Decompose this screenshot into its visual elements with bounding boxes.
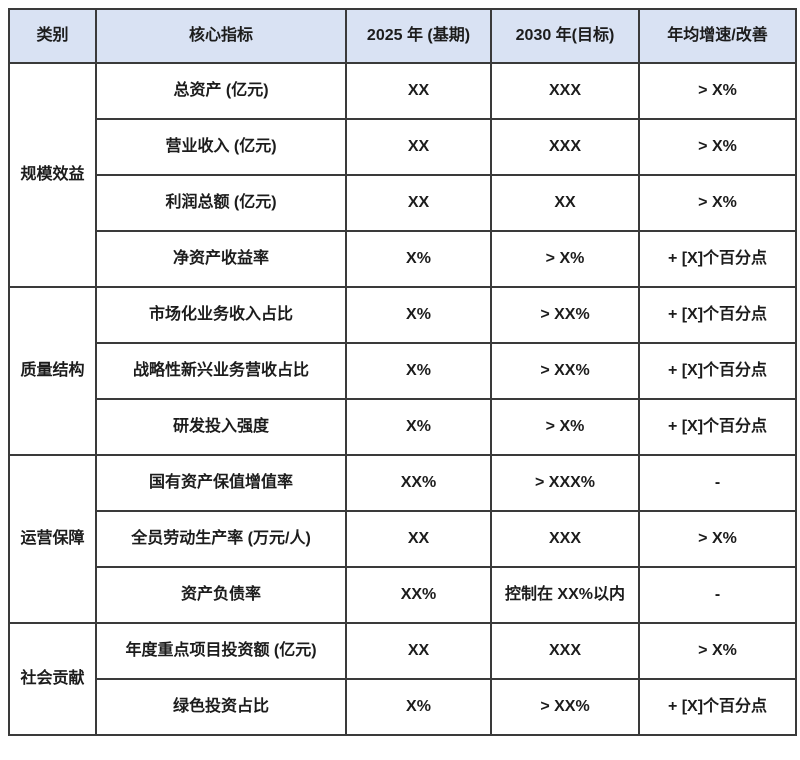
target-cell: > XXX% [490,454,640,512]
growth-cell: + [X]个百分点 [638,678,797,736]
target-cell: XX [490,174,640,232]
indicator-cell: 营业收入 (亿元) [95,118,347,176]
indicator-cell: 利润总额 (亿元) [95,174,347,232]
base-cell: XX [345,174,492,232]
base-cell: X% [345,230,492,288]
category-cell: 质量结构 [8,286,97,456]
table-row: 规模效益 总资产 (亿元) XX XXX > X% [8,62,797,288]
growth-cell: - [638,566,797,624]
category-cell: 社会贡献 [8,622,97,736]
indicator-cell: 年度重点项目投资额 (亿元) [95,622,347,680]
growth-cell: + [X]个百分点 [638,230,797,288]
base-cell: XX% [345,566,492,624]
target-cell: XXX [490,62,640,120]
category-cell: 规模效益 [8,62,97,288]
table-row: 资产负债率 XX% 控制在 XX%以内 - [9,566,797,624]
header-base-2025: 2025 年 (基期) [345,8,492,64]
base-cell: X% [345,286,492,344]
table-row: 绿色投资占比 X% > XX% + [X]个百分点 [9,678,797,736]
base-cell: XX [345,62,492,120]
target-cell: > X% [490,398,640,456]
indicator-cell: 研发投入强度 [95,398,347,456]
indicator-cell: 全员劳动生产率 (万元/人) [95,510,347,568]
header-growth: 年均增速/改善 [638,8,797,64]
base-cell: X% [345,678,492,736]
table-row: 全员劳动生产率 (万元/人) XX XXX > X% [9,510,797,568]
growth-cell: - [638,454,797,512]
indicator-cell: 总资产 (亿元) [95,62,347,120]
indicator-cell: 市场化业务收入占比 [95,286,347,344]
indicator-cell: 绿色投资占比 [95,678,347,736]
table-row: 利润总额 (亿元) XX XX > X% [9,174,797,232]
base-cell: X% [345,342,492,400]
base-cell: X% [345,398,492,456]
target-cell: XXX [490,510,640,568]
kpi-target-table: 类别 核心指标 2025 年 (基期) 2030 年(目标) 年均增速/改善 规… [8,8,797,736]
target-cell: 控制在 XX%以内 [490,566,640,624]
table-row: 净资产收益率 X% > X% + [X]个百分点 [9,230,797,288]
indicator-cell: 净资产收益率 [95,230,347,288]
table-header-row: 类别 核心指标 2025 年 (基期) 2030 年(目标) 年均增速/改善 [8,8,797,64]
growth-cell: + [X]个百分点 [638,342,797,400]
growth-cell: + [X]个百分点 [638,286,797,344]
target-cell: > X% [490,230,640,288]
table-row: 研发投入强度 X% > X% + [X]个百分点 [9,398,797,456]
growth-cell: > X% [638,118,797,176]
table-row: 战略性新兴业务营收占比 X% > XX% + [X]个百分点 [9,342,797,400]
target-cell: XXX [490,622,640,680]
table-row: 社会贡献 年度重点项目投资额 (亿元) XX XXX > X% [8,622,797,736]
growth-cell: + [X]个百分点 [638,398,797,456]
base-cell: XX [345,118,492,176]
target-cell: > XX% [490,286,640,344]
target-cell: > XX% [490,678,640,736]
indicator-cell: 战略性新兴业务营收占比 [95,342,347,400]
growth-cell: > X% [638,622,797,680]
target-cell: XXX [490,118,640,176]
table-row: 质量结构 市场化业务收入占比 X% > XX% + [X]个百分点 [8,286,797,456]
target-cell: > XX% [490,342,640,400]
growth-cell: > X% [638,62,797,120]
table-row: 营业收入 (亿元) XX XXX > X% [9,118,797,176]
header-indicator: 核心指标 [95,8,347,64]
category-cell: 运营保障 [8,454,97,624]
header-target-2030: 2030 年(目标) [490,8,640,64]
indicator-cell: 国有资产保值增值率 [95,454,347,512]
table-row: 运营保障 国有资产保值增值率 XX% > XXX% - [8,454,797,624]
growth-cell: > X% [638,174,797,232]
base-cell: XX [345,622,492,680]
header-category: 类别 [8,8,97,64]
table-body: 规模效益 总资产 (亿元) XX XXX > X% 营业收入 (亿元) XX XXX > X% 利… [8,62,797,736]
indicator-cell: 资产负债率 [95,566,347,624]
base-cell: XX% [345,454,492,512]
growth-cell: > X% [638,510,797,568]
base-cell: XX [345,510,492,568]
